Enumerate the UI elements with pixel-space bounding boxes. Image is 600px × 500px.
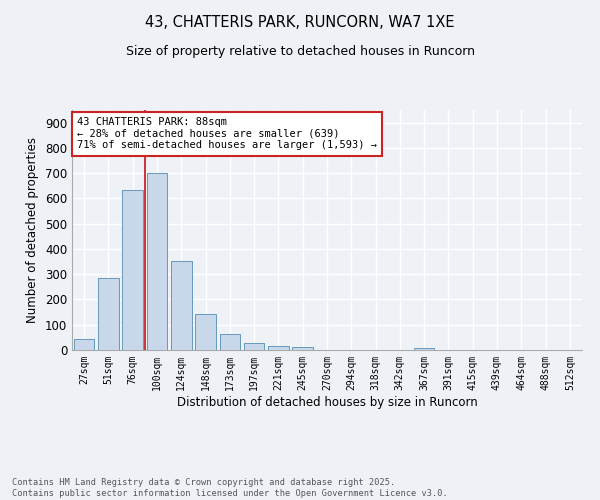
Bar [414,348,434,350]
Bar [171,261,191,350]
Text: Contains HM Land Registry data © Crown copyright and database right 2025.
Contai: Contains HM Land Registry data © Crown c… [12,478,448,498]
Bar [220,334,240,350]
Y-axis label: Number of detached properties: Number of detached properties [26,137,40,323]
Text: 43 CHATTERIS PARK: 88sqm
← 28% of detached houses are smaller (639)
71% of semi-: 43 CHATTERIS PARK: 88sqm ← 28% of detach… [77,117,377,150]
Bar [195,314,216,350]
Bar [74,340,94,350]
Bar [98,278,119,350]
Bar [146,173,167,350]
Bar [268,346,289,350]
Text: 43, CHATTERIS PARK, RUNCORN, WA7 1XE: 43, CHATTERIS PARK, RUNCORN, WA7 1XE [145,15,455,30]
Bar [292,347,313,350]
X-axis label: Distribution of detached houses by size in Runcorn: Distribution of detached houses by size … [176,396,478,408]
Text: Size of property relative to detached houses in Runcorn: Size of property relative to detached ho… [125,45,475,58]
Bar [244,343,265,350]
Bar [122,190,143,350]
